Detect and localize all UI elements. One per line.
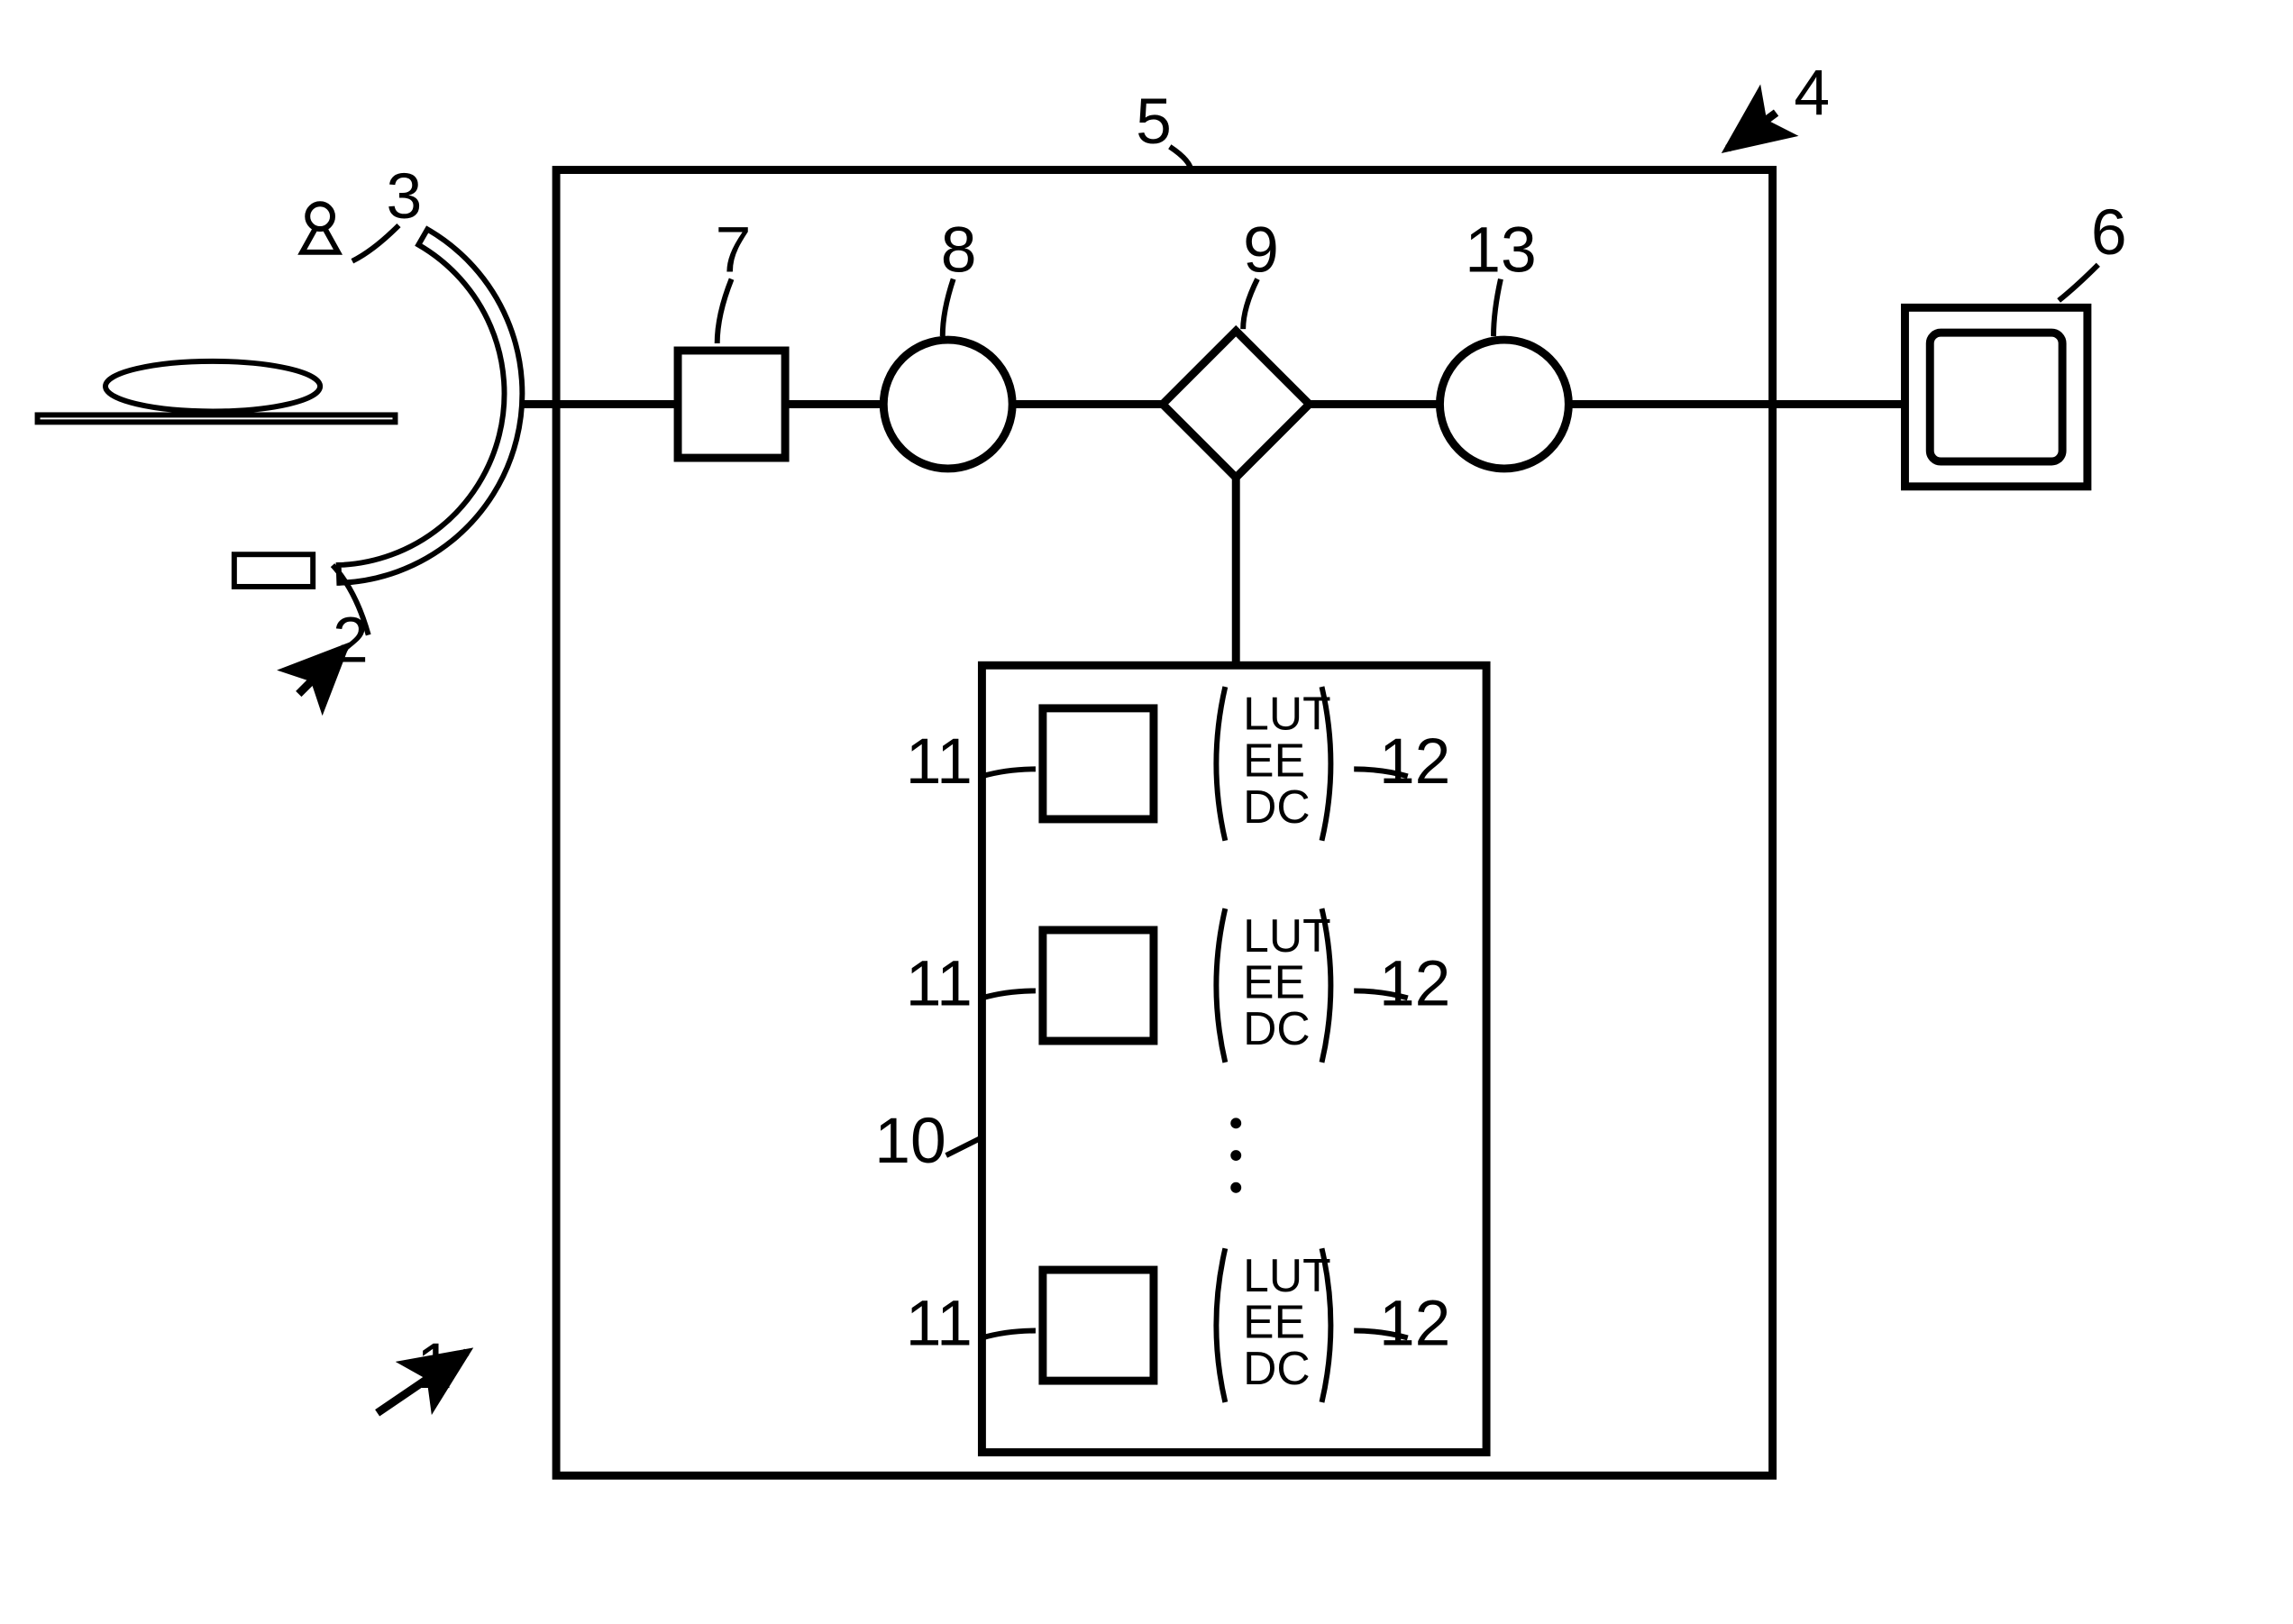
param-line: EE	[1243, 955, 1305, 1008]
param-line: DC	[1243, 1002, 1311, 1054]
template-11	[1043, 1270, 1154, 1381]
label-6: 6	[2091, 196, 2127, 269]
label-11: 11	[906, 947, 973, 1019]
circle-13	[1439, 340, 1568, 469]
label-7: 7	[716, 214, 752, 287]
block-7	[678, 351, 785, 458]
param-line: DC	[1243, 780, 1311, 833]
param-line: LUT	[1243, 688, 1330, 740]
label-9: 9	[1243, 214, 1279, 287]
label-13: 13	[1465, 214, 1536, 287]
param-line: EE	[1243, 734, 1305, 786]
label-4: 4	[1794, 57, 1830, 129]
label-11: 11	[906, 725, 973, 798]
label-12: 12	[1379, 1287, 1450, 1359]
template-11	[1043, 708, 1154, 819]
template-11	[1043, 930, 1154, 1041]
label-3: 3	[387, 160, 423, 233]
label-2: 2	[333, 604, 369, 676]
param-line: EE	[1243, 1295, 1305, 1347]
param-line: LUT	[1243, 1249, 1330, 1301]
param-line: DC	[1243, 1342, 1311, 1394]
circle-8	[883, 340, 1012, 469]
label-10: 10	[874, 1105, 946, 1177]
label-1: 1	[416, 1330, 452, 1402]
param-line: LUT	[1243, 909, 1330, 962]
label-5: 5	[1136, 86, 1172, 158]
label-12: 12	[1379, 947, 1450, 1019]
label-8: 8	[941, 214, 977, 287]
label-12: 12	[1379, 725, 1450, 798]
label-11: 11	[906, 1287, 973, 1359]
